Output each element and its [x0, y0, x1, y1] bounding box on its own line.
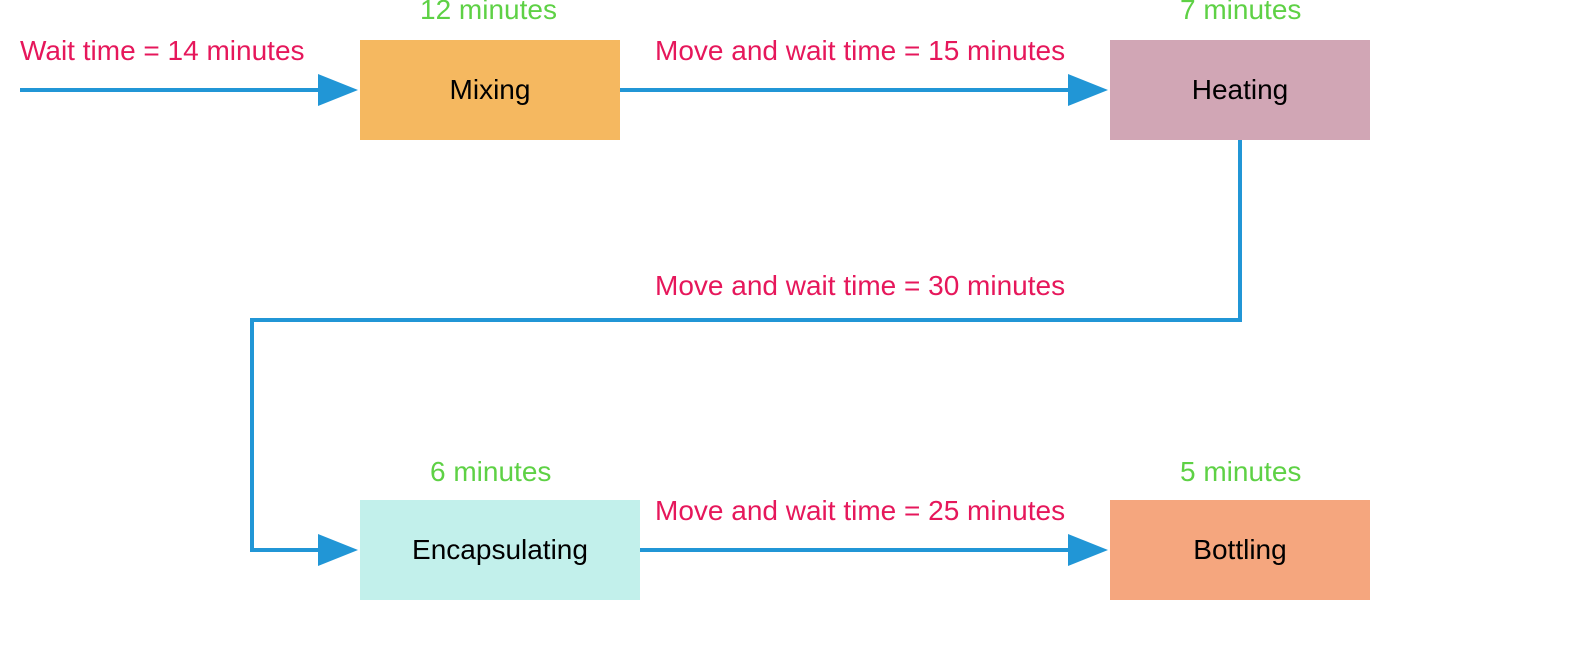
- mixing-duration: 12 minutes: [420, 0, 557, 26]
- bottling-duration: 5 minutes: [1180, 456, 1301, 488]
- encapsulating-box: Encapsulating: [360, 500, 640, 600]
- edge-1-label: Wait time = 14 minutes: [20, 35, 305, 67]
- edge-3-label: Move and wait time = 30 minutes: [655, 270, 1065, 302]
- encapsulating-duration: 6 minutes: [430, 456, 551, 488]
- bottling-box: Bottling: [1110, 500, 1370, 600]
- edge-3-arrow: [252, 140, 1240, 540]
- edge-2-label: Move and wait time = 15 minutes: [655, 35, 1065, 67]
- heating-box: Heating: [1110, 40, 1370, 140]
- mixing-box: Mixing: [360, 40, 620, 140]
- edge-4-label: Move and wait time = 25 minutes: [655, 495, 1065, 527]
- heating-duration: 7 minutes: [1180, 0, 1301, 26]
